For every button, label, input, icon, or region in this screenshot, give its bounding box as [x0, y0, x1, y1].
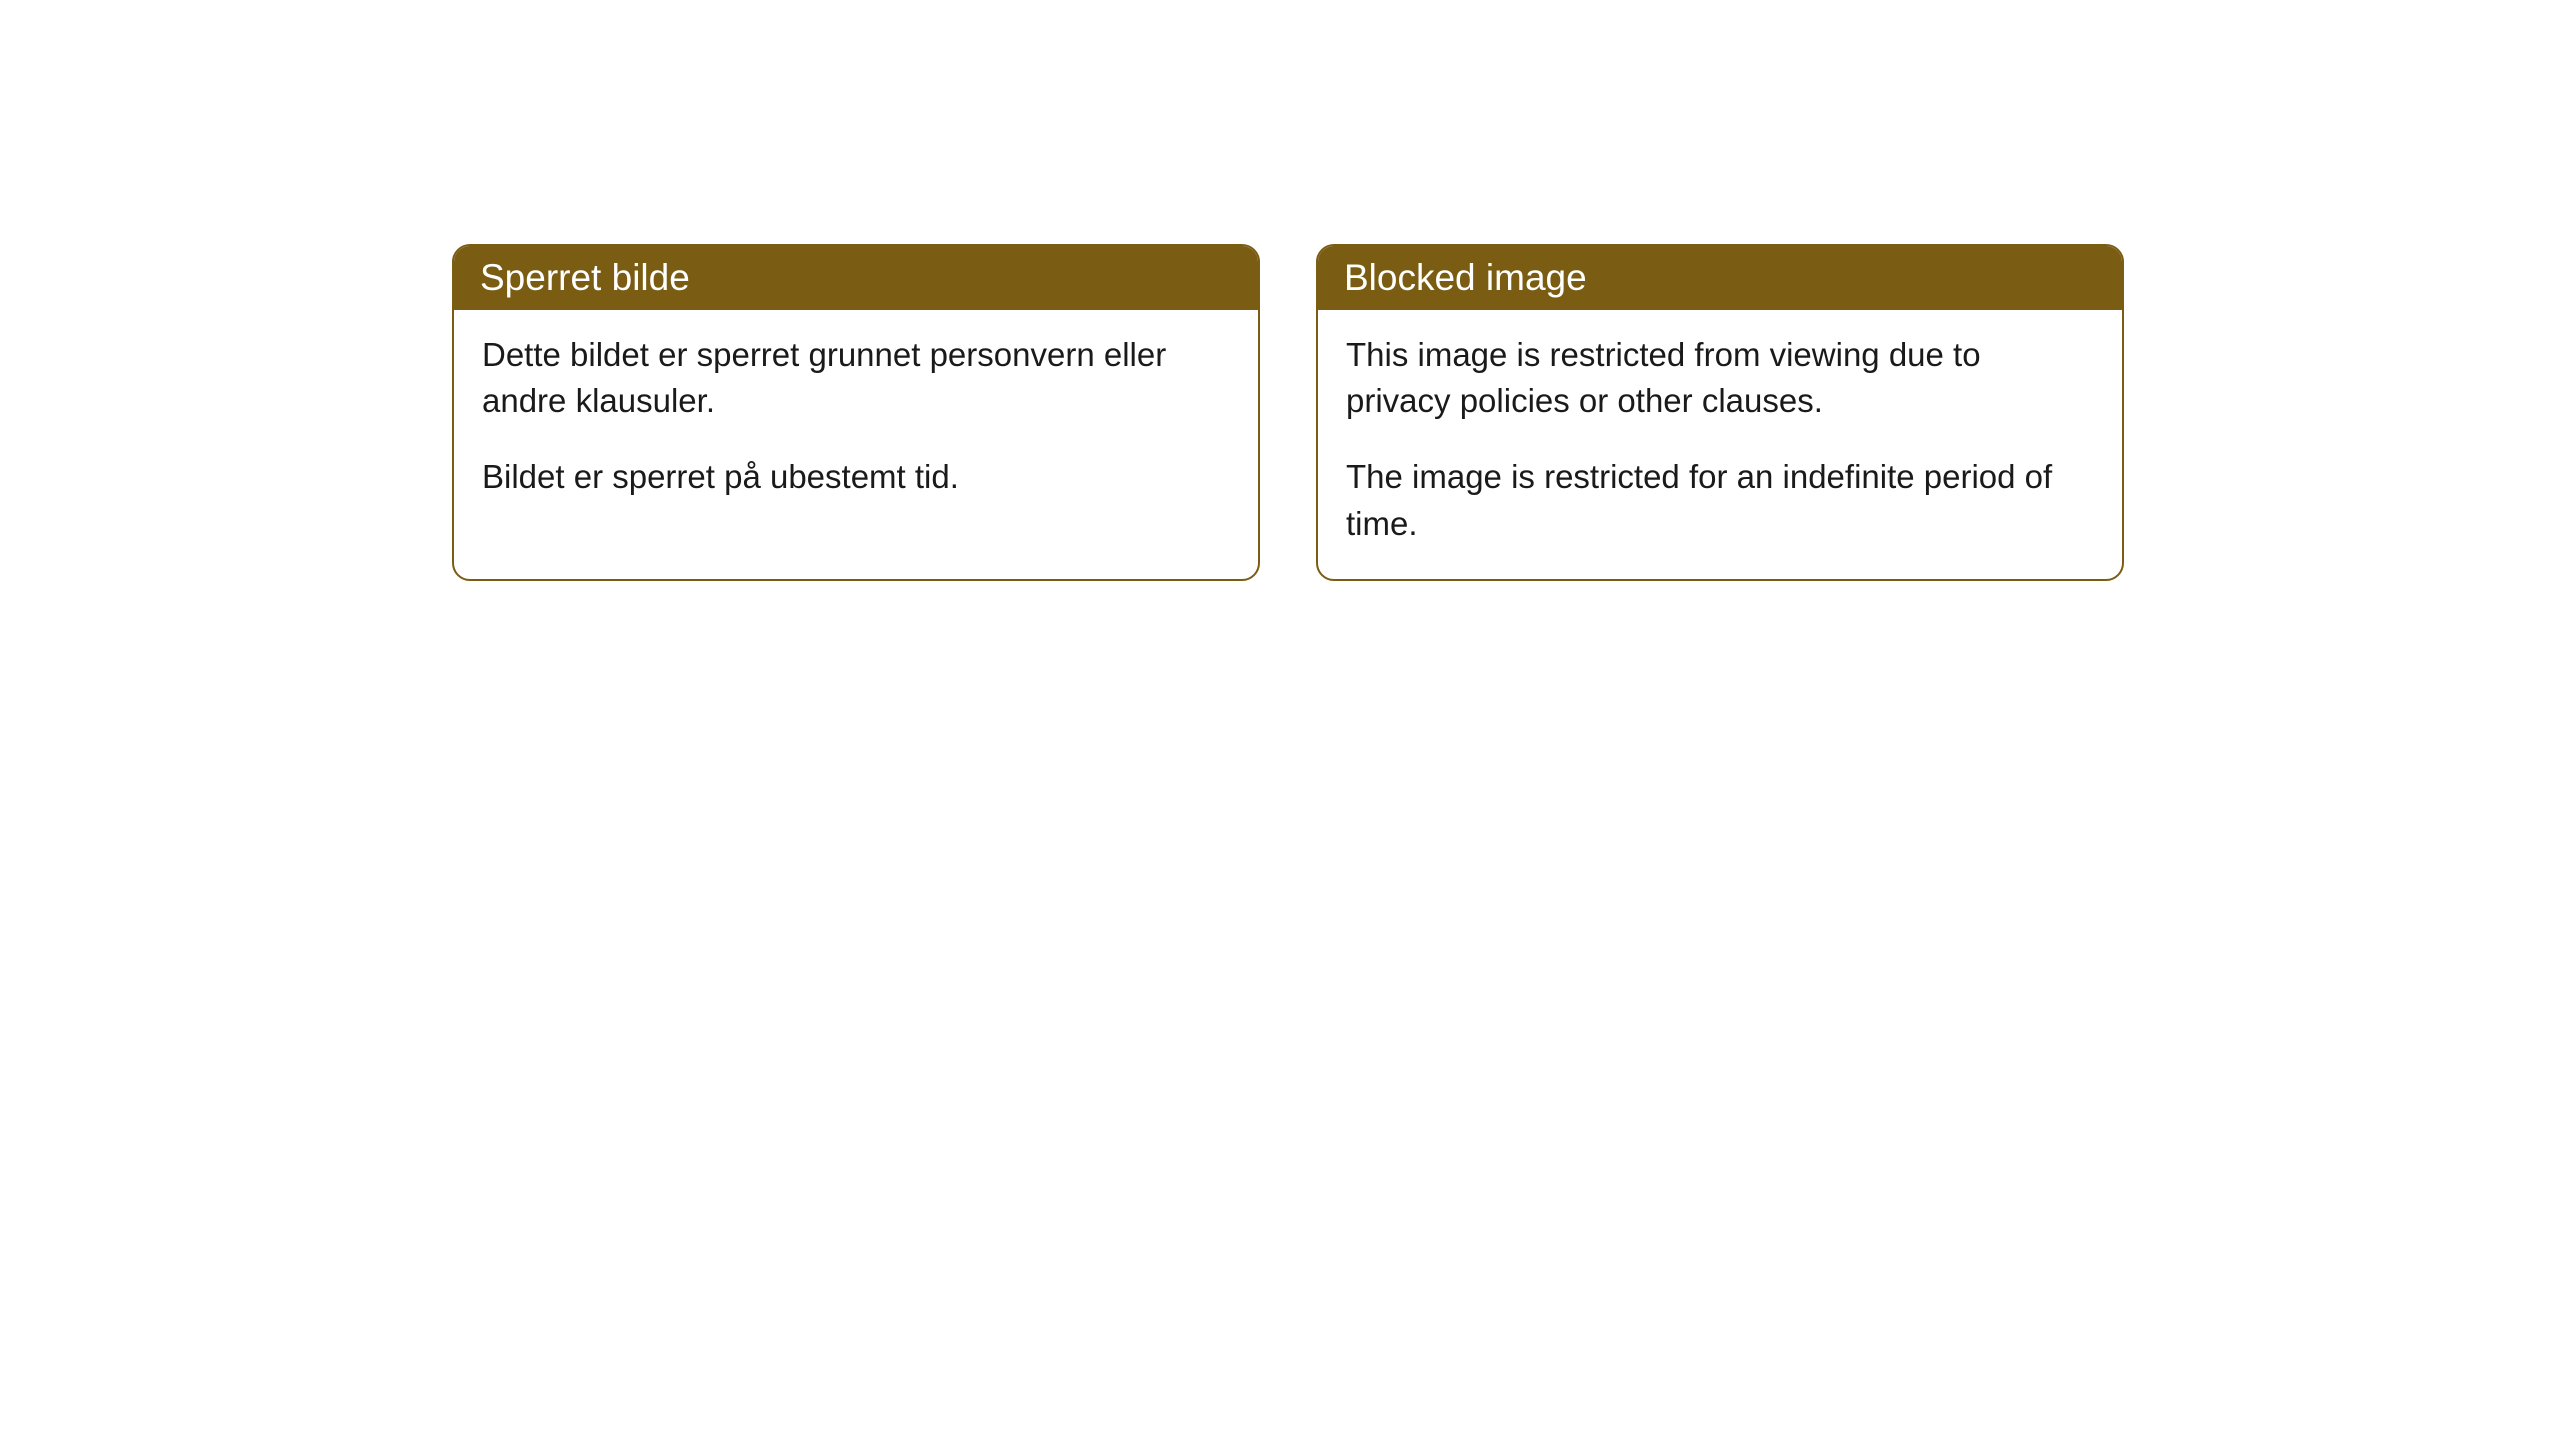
notice-body-norwegian: Dette bildet er sperret grunnet personve…	[454, 310, 1258, 533]
notice-paragraph: The image is restricted for an indefinit…	[1346, 454, 2094, 546]
notice-header-norwegian: Sperret bilde	[454, 246, 1258, 310]
notice-card-norwegian: Sperret bilde Dette bildet er sperret gr…	[452, 244, 1260, 581]
notice-container: Sperret bilde Dette bildet er sperret gr…	[0, 0, 2560, 581]
notice-header-english: Blocked image	[1318, 246, 2122, 310]
notice-paragraph: Dette bildet er sperret grunnet personve…	[482, 332, 1230, 424]
notice-card-english: Blocked image This image is restricted f…	[1316, 244, 2124, 581]
notice-paragraph: This image is restricted from viewing du…	[1346, 332, 2094, 424]
notice-body-english: This image is restricted from viewing du…	[1318, 310, 2122, 579]
notice-paragraph: Bildet er sperret på ubestemt tid.	[482, 454, 1230, 500]
